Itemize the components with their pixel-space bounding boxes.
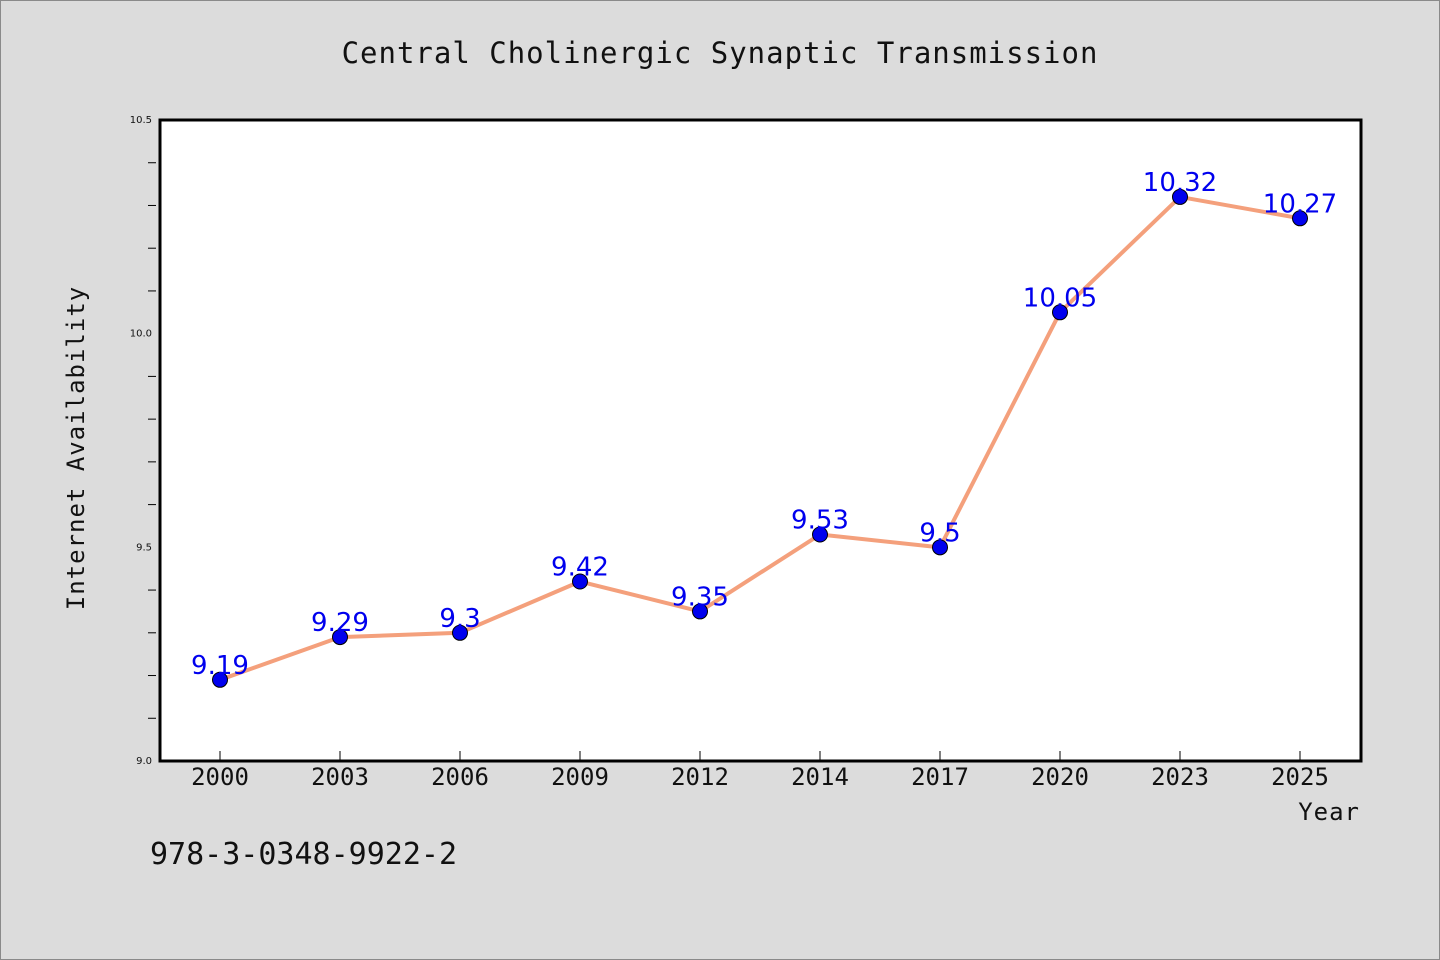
data-label: 9.35 [671, 582, 729, 612]
data-point [212, 671, 228, 688]
data-label: 9.3 [439, 604, 480, 634]
data-point [572, 573, 588, 590]
line-series: 9.19 9.29 9.3 9.42 9.35 9.53 9.5 10.05 10.32 10.2… [191, 168, 1337, 688]
data-point [1172, 188, 1188, 205]
x-tick-label: 2023 [1151, 763, 1209, 791]
series-line [218, 194, 1302, 682]
data-label: 10.27 [1263, 189, 1337, 219]
data-label: 9.42 [551, 553, 609, 583]
isbn-annotation: 978-3-0348-9922-2 [150, 837, 457, 872]
x-tick-label: 2025 [1271, 763, 1329, 791]
x-tick-label: 2009 [551, 763, 609, 791]
data-point [332, 629, 348, 646]
y-tick-label: 10.0 [130, 329, 152, 340]
data-label: 10.05 [1023, 283, 1097, 313]
y-axis-label: Internet Availability [62, 286, 90, 610]
data-point [692, 603, 708, 620]
plot-area [158, 118, 1363, 763]
x-tick-label: 2017 [911, 763, 969, 791]
x-tick-label: 2000 [191, 763, 249, 791]
y-axis: 9.0 9.5 10.0 10.5 [130, 115, 156, 767]
y-tick-label: 9.0 [136, 756, 152, 767]
x-axis: 2000 2003 2006 2009 2012 2014 2017 2020 2023 2025 [191, 751, 1329, 791]
data-label: 9.29 [311, 608, 369, 638]
x-tick-label: 2020 [1031, 763, 1089, 791]
data-label: 9.19 [191, 651, 249, 681]
data-point [1052, 304, 1068, 321]
x-tick-label: 2003 [311, 763, 369, 791]
x-tick-label: 2006 [431, 763, 489, 791]
data-point [932, 539, 948, 556]
data-label: 9.53 [791, 506, 849, 536]
data-label: 9.5 [919, 518, 960, 548]
y-tick-label: 9.5 [136, 542, 152, 553]
data-point [1292, 210, 1308, 227]
data-point [812, 526, 828, 543]
chart-title: Central Cholinergic Synaptic Transmissio… [342, 36, 1099, 70]
y-tick-label: 10.5 [130, 115, 152, 126]
x-axis-label: Year [1298, 798, 1360, 826]
data-label: 10.32 [1143, 168, 1217, 198]
x-tick-label: 2012 [671, 763, 729, 791]
data-point [452, 624, 468, 641]
x-tick-label: 2014 [791, 763, 849, 791]
